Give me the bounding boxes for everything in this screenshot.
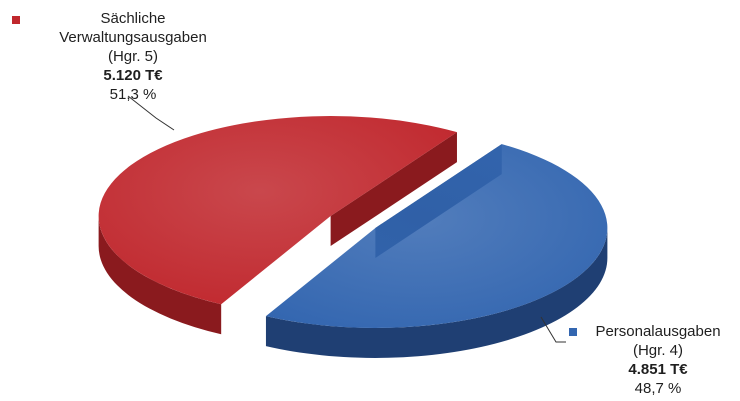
slice-name-line-3: (Hgr. 5) [107,48,158,65]
slice-name-line-2: (Hgr. 4) [632,342,683,359]
pie-slice-side-personalausgaben [265,227,608,358]
legend-swatch-verwaltungsausgaben [12,16,20,24]
leader-line-personalausgaben [540,316,566,343]
pie-slice-side-verwaltungsausgaben [98,216,222,335]
slice-name-line-1: Personalausgaben [595,323,721,340]
pie-slice-verwaltungsausgaben [98,116,457,305]
slice-name-line-1: Sächliche [100,10,166,27]
pie-slice-cut-verwaltungsausgaben [330,132,457,247]
slice-name-line-2: Verwaltungsausgaben [59,29,207,46]
leader-line-verwaltungsausgaben [127,95,175,131]
slice-amount: 5.120 T€ [103,67,163,84]
pie-slice-personalausgaben [265,144,608,328]
slice-percent: 51,3 % [109,86,157,103]
slice-label-verwaltungsausgaben: Sächliche Verwaltungsausgaben (Hgr. 5) 5… [38,9,228,104]
slice-percent: 48,7 % [634,380,682,397]
legend-swatch-personalausgaben [569,328,577,336]
slice-amount: 4.851 T€ [628,361,688,378]
slice-label-personalausgaben: Personalausgaben (Hgr. 4) 4.851 T€ 48,7 … [578,322,738,398]
